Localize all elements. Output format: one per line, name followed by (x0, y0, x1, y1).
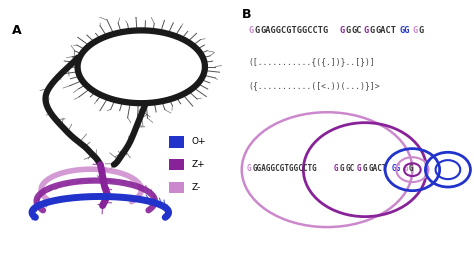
Bar (169, 136, 184, 147)
Text: GACT: GACT (368, 164, 387, 173)
Text: B: B (242, 8, 251, 21)
Text: GG: GG (400, 26, 410, 35)
Text: G: G (339, 164, 344, 173)
Text: G: G (255, 26, 260, 35)
Text: O+: O+ (191, 137, 206, 146)
Text: G: G (409, 164, 414, 173)
Text: GG: GG (392, 164, 401, 173)
Text: G: G (346, 26, 351, 35)
Text: G: G (249, 26, 254, 35)
Text: G: G (357, 164, 362, 173)
Text: G: G (246, 164, 251, 173)
Text: G: G (363, 164, 367, 173)
Bar (169, 182, 184, 193)
Text: G: G (412, 26, 417, 35)
Text: G: G (418, 26, 423, 35)
Text: GAGGCGTGGCCTG: GAGGCGTGGCCTG (261, 26, 329, 35)
Text: A: A (11, 23, 21, 37)
Text: G: G (370, 26, 375, 35)
Text: G: G (334, 164, 338, 173)
Text: GC: GC (345, 164, 355, 173)
Text: G: G (403, 164, 408, 173)
Bar (169, 159, 184, 170)
Text: GGAGGCGTGGCCTG: GGAGGCGTGGCCTG (252, 164, 317, 173)
Text: ([...........{({.])}..[})]: ([...........{({.])}..[})] (249, 57, 375, 66)
Text: ({...........([<.))(...)}]>: ({...........([<.))(...)}]> (249, 81, 381, 90)
Text: Z-: Z- (191, 183, 201, 192)
Text: G: G (339, 26, 345, 35)
Text: G: G (364, 26, 369, 35)
Text: GC: GC (352, 26, 362, 35)
Text: GACT: GACT (376, 26, 397, 35)
Text: Z+: Z+ (191, 160, 205, 169)
